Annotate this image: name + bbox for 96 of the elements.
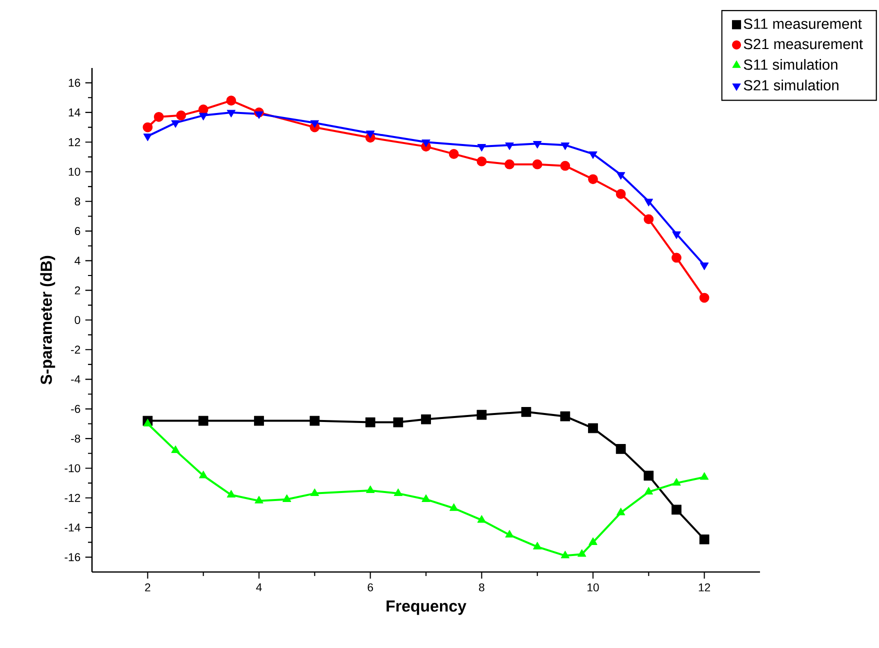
y-tick-label: 16 (68, 78, 80, 87)
point (476, 410, 487, 420)
point (422, 140, 430, 148)
point (672, 504, 682, 515)
y-tick-label: 14 (68, 108, 80, 116)
point (310, 416, 320, 426)
point (578, 549, 586, 557)
point (644, 198, 653, 206)
point (477, 515, 486, 523)
point (366, 130, 375, 138)
legend-label: S11 measurement (744, 18, 862, 29)
legend-label: S11 simulation (744, 59, 838, 70)
x-tick-label: 2 (145, 583, 150, 592)
point (143, 418, 152, 426)
legend-label: S21 simulation (744, 80, 838, 90)
x-tick-label: 12 (698, 583, 710, 592)
y-tick-label: -14 (64, 524, 80, 532)
point (394, 488, 402, 496)
point (226, 96, 236, 106)
point (226, 490, 236, 498)
point (672, 252, 682, 263)
x-tick-label: 4 (256, 583, 262, 592)
point (505, 142, 514, 150)
point (310, 120, 319, 128)
point (171, 120, 180, 128)
point (560, 142, 570, 150)
point (532, 159, 542, 170)
y-tick-label: 6 (74, 227, 80, 236)
point (310, 488, 319, 496)
point (616, 444, 626, 454)
point (560, 550, 570, 558)
y-tick-label: -4 (71, 375, 80, 384)
x-tick-label: 8 (479, 583, 484, 592)
point (199, 470, 208, 478)
y-tick-label: 0 (74, 316, 80, 324)
point (644, 487, 653, 495)
y-tick-label: 4 (74, 256, 80, 265)
x-axis-title: Frequency (386, 600, 466, 615)
point (393, 417, 404, 428)
point (171, 446, 180, 454)
point (226, 110, 236, 118)
y-tick-label: -8 (71, 434, 80, 443)
point (198, 416, 208, 426)
point (588, 537, 598, 545)
y-tick-label: 12 (68, 138, 80, 146)
point (254, 496, 264, 504)
y-tick-label: 2 (74, 286, 80, 294)
point (142, 122, 153, 132)
point (672, 231, 681, 239)
point (616, 172, 626, 180)
point (365, 417, 376, 428)
point (421, 414, 431, 424)
point (450, 503, 458, 511)
point (143, 134, 152, 142)
point (448, 149, 459, 159)
point (476, 156, 487, 166)
point (588, 151, 598, 159)
point (644, 470, 654, 481)
point (422, 494, 430, 502)
y-tick-label: -6 (71, 404, 80, 413)
point (672, 478, 681, 486)
point (254, 111, 264, 119)
point (560, 411, 570, 422)
y-axis-title: S-parameter (dB) (40, 256, 56, 384)
point (616, 508, 626, 516)
legend-label: S21 measurement (744, 38, 863, 50)
point (505, 530, 514, 538)
point (254, 416, 264, 426)
y-tick-label: 10 (68, 168, 80, 176)
point (699, 292, 710, 303)
point (560, 160, 570, 171)
point (588, 423, 598, 434)
point (700, 472, 709, 480)
y-tick-label: -10 (64, 464, 80, 472)
point (700, 262, 709, 270)
point (154, 112, 164, 122)
point (282, 494, 292, 502)
y-tick-label: -2 (71, 346, 80, 354)
point (366, 486, 375, 494)
point (198, 104, 208, 114)
point (588, 174, 598, 184)
point (644, 214, 654, 224)
point (616, 189, 626, 199)
y-tick-label: 8 (74, 197, 80, 206)
point (699, 534, 710, 544)
point (504, 159, 514, 170)
y-tick-label: -12 (64, 494, 80, 502)
x-tick-label: 10 (588, 583, 599, 592)
point (176, 110, 186, 120)
point (533, 140, 542, 149)
y-tick-label: -16 (64, 553, 80, 562)
point (521, 406, 532, 417)
x-tick-label: 6 (368, 583, 373, 592)
point (199, 112, 208, 120)
point (477, 144, 486, 152)
point (533, 542, 542, 550)
